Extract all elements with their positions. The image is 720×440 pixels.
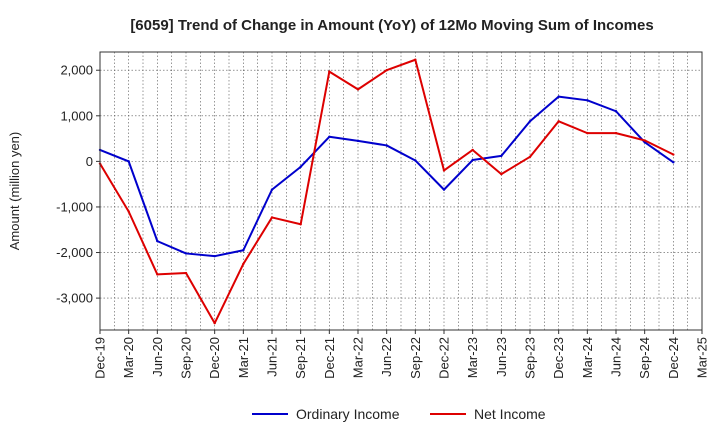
data-point-net-income [127, 210, 130, 213]
data-point-ordinary-income [328, 135, 331, 138]
x-tick-label: Mar-22 [351, 337, 366, 378]
data-point-net-income [586, 131, 589, 135]
data-point-net-income [270, 216, 274, 219]
x-tick-label: Jun-24 [609, 337, 624, 377]
data-point-ordinary-income [242, 249, 245, 252]
x-tick-label: Sep-20 [179, 337, 194, 379]
data-point-ordinary-income [127, 160, 130, 163]
data-point-ordinary-income [356, 139, 360, 143]
x-tick-label: Jun-20 [150, 337, 165, 377]
x-tick-label: Sep-24 [637, 337, 652, 379]
x-tick-label: Sep-21 [293, 337, 308, 379]
data-point-ordinary-income [156, 239, 159, 243]
data-point-net-income [184, 271, 188, 275]
legend-label-ordinary-income: Ordinary Income [296, 406, 400, 422]
data-point-ordinary-income [672, 161, 675, 164]
data-point-ordinary-income [442, 188, 446, 191]
data-point-ordinary-income [586, 99, 589, 102]
x-tick-label: Dec-19 [93, 337, 108, 379]
data-point-ordinary-income [528, 120, 532, 123]
data-point-ordinary-income [557, 95, 560, 98]
data-point-net-income [328, 70, 331, 73]
data-point-ordinary-income [184, 252, 188, 255]
y-tick-label: 1,000 [60, 108, 93, 123]
y-tick-label: 0 [86, 154, 93, 169]
y-tick-label: -3,000 [56, 291, 93, 306]
x-tick-label: Sep-22 [408, 337, 423, 379]
data-point-ordinary-income [299, 165, 302, 169]
data-point-net-income [385, 69, 388, 72]
x-tick-label: Dec-20 [207, 337, 222, 379]
series [98, 58, 675, 325]
plot-area [98, 51, 703, 331]
data-point-net-income [614, 131, 618, 135]
x-tick-label: Mar-21 [236, 337, 251, 378]
data-point-net-income [356, 88, 360, 91]
x-tick-label: Jun-21 [265, 337, 280, 377]
y-axis: 2,000 1,000 0 -1,000 -2,000 -3,000 [56, 63, 100, 306]
x-tick-label: Mar-24 [580, 337, 595, 378]
legend: Ordinary Income Net Income [252, 406, 546, 422]
data-point-net-income [557, 120, 560, 123]
y-tick-label: 2,000 [60, 63, 93, 78]
data-point-ordinary-income [213, 254, 216, 258]
x-tick-label: Dec-21 [322, 337, 337, 379]
x-tick-label: Dec-22 [437, 337, 452, 379]
grid [100, 52, 702, 330]
data-point-net-income [242, 262, 245, 266]
x-tick-label: Jun-22 [379, 337, 394, 377]
x-tick-label: Dec-23 [551, 337, 566, 379]
data-point-net-income [414, 58, 417, 61]
data-point-ordinary-income [614, 110, 618, 113]
data-point-net-income [442, 169, 446, 172]
y-tick-label: -1,000 [56, 199, 93, 214]
data-point-net-income [528, 155, 532, 159]
data-point-ordinary-income [385, 144, 388, 147]
data-point-net-income [643, 139, 646, 142]
x-tick-label: Jun-23 [494, 337, 509, 377]
data-point-net-income [672, 153, 675, 156]
chart-title: [6059] Trend of Change in Amount (YoY) o… [130, 17, 653, 34]
x-tick-label: Sep-23 [523, 337, 538, 379]
y-axis-label: Amount (million yen) [7, 132, 22, 251]
x-tick-label: Dec-24 [666, 337, 681, 379]
legend-label-net-income: Net Income [474, 406, 546, 422]
plot-border [99, 51, 703, 331]
data-point-ordinary-income [471, 158, 474, 162]
x-tick-label: Mar-23 [465, 337, 480, 378]
data-point-net-income [500, 172, 503, 176]
x-tick-label: Mar-20 [121, 337, 136, 378]
data-point-net-income [213, 321, 216, 325]
x-tick-label: Mar-25 [695, 337, 710, 378]
data-point-ordinary-income [270, 188, 274, 191]
data-point-net-income [299, 223, 302, 226]
y-tick-label: -2,000 [56, 245, 93, 260]
plot-frame [99, 51, 703, 331]
data-point-ordinary-income [500, 154, 503, 158]
data-point-net-income [156, 273, 159, 276]
x-axis: Dec-19 Mar-20 Jun-20 Sep-20 Dec-20 Mar-21 Jun-… [93, 330, 710, 379]
data-point-ordinary-income [414, 159, 417, 162]
data-point-net-income [471, 148, 474, 152]
